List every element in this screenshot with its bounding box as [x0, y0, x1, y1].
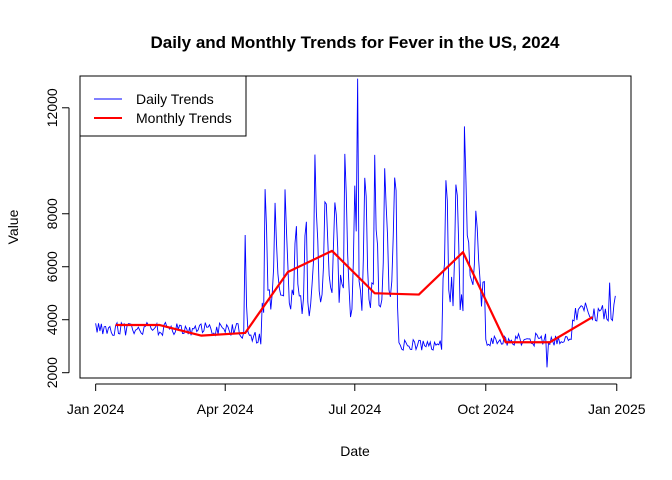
- x-tick-label: Apr 2024: [197, 401, 254, 417]
- x-axis: Jan 2024 Apr 2024 Jul 2024 Oct 2024 Jan 2025: [67, 383, 646, 417]
- y-tick-label: 4000: [44, 304, 60, 335]
- series-layer: [95, 78, 616, 368]
- y-axis-label: Value: [5, 209, 21, 244]
- daily-trend-line: [95, 78, 616, 368]
- x-tick-label: Jan 2025: [588, 401, 646, 417]
- y-tick-label: 8000: [44, 198, 60, 229]
- y-axis: 2000 4000 6000 8000 12000: [44, 88, 70, 388]
- y-tick-label: 2000: [44, 357, 60, 388]
- legend-label-daily: Daily Trends: [136, 91, 214, 107]
- legend-box: [79, 75, 247, 137]
- legend: Daily Trends Monthly Trends: [79, 75, 247, 137]
- monthly-trend-line: [115, 249, 594, 344]
- legend-label-monthly: Monthly Trends: [136, 110, 232, 126]
- chart-title: Daily and Monthly Trends for Fever in th…: [150, 33, 560, 52]
- x-tick-label: Jul 2024: [328, 401, 381, 417]
- plot-frame: [79, 75, 632, 379]
- x-tick-label: Oct 2024: [457, 401, 514, 417]
- x-tick-label: Jan 2024: [67, 401, 125, 417]
- y-tick-label: 6000: [44, 251, 60, 282]
- x-axis-label: Date: [340, 443, 370, 459]
- y-tick-label: 12000: [44, 88, 60, 127]
